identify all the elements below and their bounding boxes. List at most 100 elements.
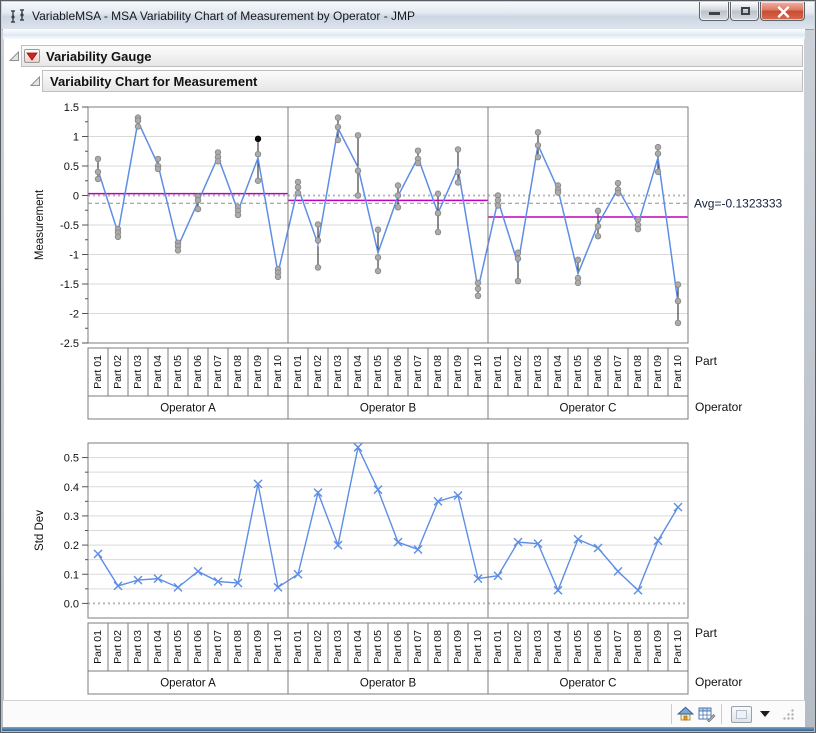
svg-text:Part 03: Part 03 (532, 355, 544, 389)
svg-text:0.4: 0.4 (64, 482, 79, 494)
svg-text:Part 10: Part 10 (672, 630, 684, 664)
svg-text:Part 03: Part 03 (332, 630, 344, 664)
category-axis: Part 01 Part 02 Part 03 Part 04 Part 05 Part … (88, 348, 742, 419)
svg-text:Part 08: Part 08 (232, 355, 244, 389)
statusbar-separator (671, 704, 672, 724)
svg-text:Operator B: Operator B (360, 678, 417, 690)
red-triangle-icon (26, 52, 38, 61)
svg-text:Part 06: Part 06 (392, 355, 404, 389)
svg-text:Part 04: Part 04 (152, 630, 164, 664)
svg-text:Part 03: Part 03 (332, 355, 344, 389)
svg-text:Part 02: Part 02 (312, 630, 324, 664)
category-axis: Part 01 Part 02 Part 03 Part 04 Part 05 Part … (88, 623, 742, 694)
svg-text:Part 01: Part 01 (492, 355, 504, 389)
svg-text:Part 09: Part 09 (652, 355, 664, 389)
minimize-icon (709, 12, 720, 15)
svg-text:Part 05: Part 05 (372, 630, 384, 664)
svg-text:0.5: 0.5 (64, 453, 79, 465)
svg-text:Part 09: Part 09 (252, 630, 264, 664)
jmp-variability-app-icon (9, 8, 27, 25)
stddev-chart[interactable]: 0.50.40.30.20.10.0Std DevPart 01Part 02P… (0, 425, 816, 705)
panel-square-icon (736, 710, 747, 719)
svg-text:-1.5: -1.5 (60, 279, 79, 291)
svg-text:Operator B: Operator B (360, 403, 417, 415)
svg-text:-1: -1 (69, 250, 79, 262)
svg-text:Operator C: Operator C (560, 403, 617, 415)
red-triangle-menu-button[interactable] (24, 49, 40, 63)
svg-text:Part 10: Part 10 (472, 630, 484, 664)
svg-text:Part 06: Part 06 (192, 355, 204, 389)
svg-text:Part 07: Part 07 (212, 355, 224, 389)
home-icon[interactable] (677, 706, 694, 722)
restore-icon (741, 7, 750, 15)
dropdown-arrow-icon[interactable] (760, 711, 770, 717)
statusbar-separator (721, 704, 722, 724)
measurement-points[interactable] (95, 115, 681, 326)
svg-text:Part 09: Part 09 (452, 355, 464, 389)
variability-gauge-header[interactable]: Variability Gauge (9, 45, 803, 67)
svg-text:Operator: Operator (695, 675, 742, 689)
svg-text:Operator: Operator (695, 400, 742, 414)
svg-text:Part 03: Part 03 (532, 630, 544, 664)
svg-text:Part 05: Part 05 (372, 355, 384, 389)
panel-square-button[interactable] (731, 706, 752, 723)
svg-text:Part 05: Part 05 (172, 355, 184, 389)
svg-text:Part 02: Part 02 (112, 355, 124, 389)
window-bottom-edge (2, 727, 814, 731)
svg-text:0.5: 0.5 (64, 161, 79, 173)
close-button[interactable] (760, 2, 805, 21)
table-edit-icon[interactable] (698, 706, 716, 722)
disclosure-triangle-icon[interactable] (9, 51, 20, 62)
svg-text:Part 10: Part 10 (672, 355, 684, 389)
y-axis[interactable]: 1.510.50-0.5-1-1.5-2-2.5Measurement (34, 102, 688, 350)
svg-text:-2.5: -2.5 (60, 338, 79, 350)
minimize-button[interactable] (699, 2, 729, 21)
svg-text:0.0: 0.0 (64, 598, 79, 610)
toolbar-strip (3, 29, 805, 39)
mean-connecting-line (98, 122, 678, 303)
close-icon (777, 6, 790, 18)
svg-text:Part 08: Part 08 (232, 630, 244, 664)
svg-text:1.5: 1.5 (64, 102, 79, 114)
avg-reference-label: Avg=-0.1323333 (694, 196, 783, 210)
svg-text:Part 07: Part 07 (612, 630, 624, 664)
stddev-line (98, 447, 678, 590)
svg-text:1: 1 (73, 132, 79, 144)
disclosure-triangle-icon[interactable] (30, 76, 41, 87)
svg-text:Part 09: Part 09 (452, 630, 464, 664)
stddev-markers[interactable] (94, 443, 682, 594)
svg-text:Part 03: Part 03 (132, 630, 144, 664)
svg-text:0: 0 (73, 191, 79, 203)
range-bars (96, 118, 681, 323)
status-bar (3, 700, 805, 727)
svg-text:0.3: 0.3 (64, 511, 79, 523)
svg-text:Part 05: Part 05 (172, 630, 184, 664)
svg-text:-2: -2 (69, 309, 79, 321)
svg-text:Part 01: Part 01 (92, 355, 104, 389)
svg-text:Part 03: Part 03 (132, 355, 144, 389)
svg-text:Part 02: Part 02 (312, 355, 324, 389)
variability-chart-header[interactable]: Variability Chart for Measurement (30, 70, 803, 92)
variability-chart[interactable]: 1.510.50-0.5-1-1.5-2-2.5MeasurementAvg=-… (0, 95, 816, 425)
svg-text:0.2: 0.2 (64, 540, 79, 552)
svg-text:Part 09: Part 09 (252, 355, 264, 389)
svg-text:Part 07: Part 07 (412, 630, 424, 664)
titlebar[interactable]: VariableMSA - MSA Variability Chart of M… (2, 2, 814, 30)
svg-text:Part 10: Part 10 (472, 355, 484, 389)
svg-text:Part 02: Part 02 (512, 630, 524, 664)
section-title: Variability Chart for Measurement (50, 74, 257, 89)
resize-grip[interactable] (782, 708, 795, 721)
svg-text:Part 09: Part 09 (652, 630, 664, 664)
svg-text:Part 05: Part 05 (572, 630, 584, 664)
svg-text:Part 06: Part 06 (592, 630, 604, 664)
svg-text:Part 06: Part 06 (592, 355, 604, 389)
svg-text:Part 01: Part 01 (292, 355, 304, 389)
svg-text:Part 04: Part 04 (152, 355, 164, 389)
svg-text:Part 02: Part 02 (112, 630, 124, 664)
svg-text:Part 07: Part 07 (612, 355, 624, 389)
svg-text:Part 01: Part 01 (92, 630, 104, 664)
section-title: Variability Gauge (46, 49, 152, 64)
svg-text:Part 06: Part 06 (192, 630, 204, 664)
svg-text:Part 08: Part 08 (632, 355, 644, 389)
restore-button[interactable] (730, 2, 759, 21)
